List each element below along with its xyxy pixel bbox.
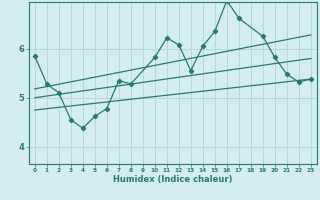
X-axis label: Humidex (Indice chaleur): Humidex (Indice chaleur) (113, 175, 233, 184)
